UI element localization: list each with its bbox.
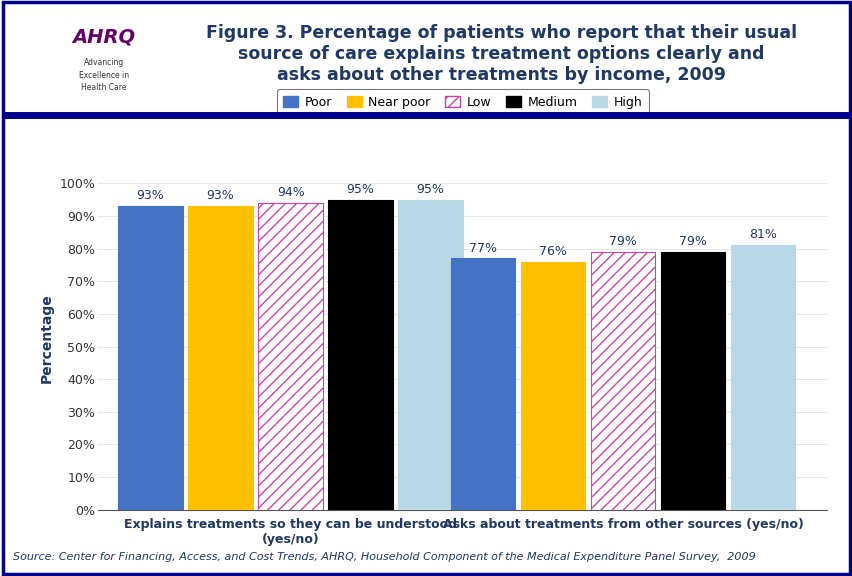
Text: AHRQ: AHRQ bbox=[72, 28, 135, 46]
Bar bbox=[521, 262, 584, 510]
Bar bbox=[118, 206, 182, 510]
Text: 79%: 79% bbox=[678, 235, 706, 248]
Y-axis label: Percentage: Percentage bbox=[40, 294, 54, 383]
Text: Advancing: Advancing bbox=[83, 58, 124, 67]
Text: 81%: 81% bbox=[748, 229, 776, 241]
Text: 94%: 94% bbox=[276, 186, 304, 199]
Text: 93%: 93% bbox=[206, 190, 234, 202]
Bar bbox=[451, 259, 515, 510]
Bar bbox=[258, 203, 322, 510]
Text: Figure 3. Percentage of patients who report that their usual
source of care expl: Figure 3. Percentage of patients who rep… bbox=[205, 24, 796, 84]
Bar bbox=[188, 206, 252, 510]
Bar bbox=[660, 252, 724, 510]
Text: 95%: 95% bbox=[417, 183, 444, 196]
Text: 93%: 93% bbox=[136, 190, 164, 202]
Bar bbox=[398, 200, 463, 510]
Text: Health Care: Health Care bbox=[81, 83, 127, 92]
Bar bbox=[730, 245, 795, 510]
Text: Excellence in: Excellence in bbox=[79, 71, 129, 79]
Bar bbox=[328, 200, 393, 510]
Text: 95%: 95% bbox=[346, 183, 374, 196]
Text: 77%: 77% bbox=[469, 241, 497, 255]
Text: Source: Center for Financing, Access, and Cost Trends, AHRQ, Household Component: Source: Center for Financing, Access, an… bbox=[13, 552, 755, 562]
Text: 76%: 76% bbox=[538, 245, 567, 258]
Bar bbox=[60, 11, 147, 104]
Text: 79%: 79% bbox=[608, 235, 636, 248]
Legend: Poor, Near poor, Low, Medium, High: Poor, Near poor, Low, Medium, High bbox=[277, 89, 648, 115]
Bar bbox=[590, 252, 654, 510]
